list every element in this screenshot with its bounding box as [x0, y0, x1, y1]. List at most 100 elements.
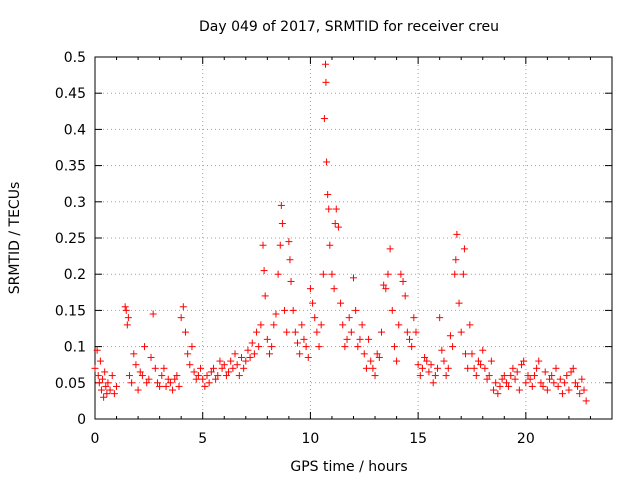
data-point	[360, 350, 368, 358]
data-point	[418, 364, 426, 372]
data-point	[197, 364, 205, 372]
data-point	[423, 357, 431, 365]
data-point	[546, 375, 554, 383]
data-point	[477, 361, 485, 369]
data-point	[565, 386, 573, 394]
data-point	[522, 379, 530, 387]
data-point	[101, 368, 109, 376]
data-point	[468, 350, 476, 358]
data-point	[367, 357, 375, 365]
data-point	[160, 364, 168, 372]
plot-frame	[94, 56, 613, 420]
data-point	[276, 241, 284, 249]
data-point	[580, 386, 588, 394]
data-point	[311, 314, 319, 322]
data-point	[244, 346, 252, 354]
data-point	[209, 364, 217, 372]
data-point	[460, 245, 468, 253]
data-point	[384, 270, 392, 278]
data-point	[543, 386, 551, 394]
data-point	[260, 267, 268, 275]
data-point	[237, 353, 245, 361]
data-point	[358, 321, 366, 329]
data-point	[309, 299, 317, 307]
data-point	[324, 191, 332, 199]
y-tick-label: 0.3	[64, 195, 86, 211]
data-point	[162, 382, 170, 390]
data-point	[541, 368, 549, 376]
grid	[95, 57, 612, 419]
data-point	[412, 328, 420, 336]
data-point	[436, 314, 444, 322]
data-point	[393, 357, 401, 365]
data-point	[421, 353, 429, 361]
data-point	[449, 343, 457, 351]
data-point	[300, 335, 308, 343]
data-point	[257, 321, 265, 329]
data-point	[225, 368, 233, 376]
data-point	[235, 372, 243, 380]
data-point	[550, 379, 558, 387]
data-point	[227, 357, 235, 365]
data-point	[352, 306, 360, 314]
data-point	[331, 220, 339, 228]
data-point	[548, 372, 556, 380]
data-point	[302, 343, 310, 351]
data-point	[479, 346, 487, 354]
data-point	[494, 390, 502, 398]
data-point	[214, 372, 222, 380]
data-point	[539, 382, 547, 390]
data-point	[171, 375, 179, 383]
data-point	[319, 270, 327, 278]
data-point	[552, 364, 560, 372]
data-point	[106, 386, 114, 394]
data-point	[470, 364, 478, 372]
data-point	[188, 343, 196, 351]
y-tick-label: 0.1	[64, 340, 86, 356]
data-point	[397, 270, 405, 278]
data-point	[347, 328, 355, 336]
data-point	[330, 285, 338, 293]
data-point	[490, 386, 498, 394]
data-point	[513, 368, 521, 376]
data-point	[91, 364, 99, 372]
x-axis-label: GPS time / hours	[290, 459, 407, 475]
data-point	[296, 350, 304, 358]
data-point	[554, 382, 562, 390]
data-point	[509, 364, 517, 372]
data-point	[524, 372, 532, 380]
y-tick-label: 0.2	[64, 267, 86, 283]
data-point	[242, 357, 250, 365]
data-point	[250, 350, 258, 358]
data-point	[576, 390, 584, 398]
data-point	[382, 285, 390, 293]
data-point	[149, 310, 157, 318]
data-point	[453, 230, 461, 238]
data-point	[515, 386, 523, 394]
data-point	[194, 372, 202, 380]
data-point	[216, 357, 224, 365]
data-point	[94, 372, 102, 380]
data-point	[341, 343, 349, 351]
data-point	[563, 372, 571, 380]
data-point	[164, 375, 172, 383]
data-point	[313, 328, 321, 336]
data-point	[177, 314, 185, 322]
data-point	[582, 397, 590, 405]
data-point	[558, 390, 566, 398]
data-point	[429, 379, 437, 387]
data-point	[220, 361, 228, 369]
data-point	[434, 364, 442, 372]
data-point	[371, 372, 379, 380]
data-point	[533, 364, 541, 372]
y-tick-label: 0.45	[55, 86, 86, 102]
data-point	[96, 357, 104, 365]
data-point	[255, 343, 263, 351]
data-point	[192, 375, 200, 383]
data-point	[466, 321, 474, 329]
data-point	[222, 372, 230, 380]
data-point	[416, 372, 424, 380]
data-point	[108, 372, 116, 380]
data-point	[526, 375, 534, 383]
